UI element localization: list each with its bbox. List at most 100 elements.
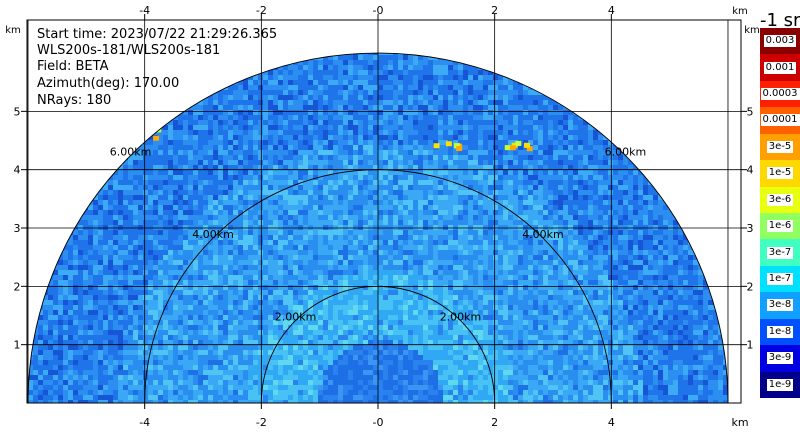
field-pixel bbox=[553, 105, 559, 111]
field-pixel bbox=[483, 165, 489, 171]
field-pixel bbox=[213, 210, 219, 216]
field-pixel bbox=[193, 170, 199, 176]
field-pixel bbox=[373, 205, 379, 211]
field-pixel bbox=[638, 235, 644, 241]
field-pixel bbox=[313, 255, 319, 261]
field-pixel bbox=[333, 285, 339, 291]
field-pixel bbox=[428, 215, 434, 221]
field-pixel bbox=[428, 275, 434, 281]
field-pixel bbox=[373, 200, 379, 206]
field-pixel bbox=[608, 145, 614, 151]
field-pixel bbox=[153, 250, 159, 256]
field-pixel bbox=[488, 230, 494, 236]
field-pixel bbox=[178, 280, 184, 286]
field-pixel bbox=[378, 53, 384, 56]
field-pixel bbox=[288, 190, 294, 196]
field-pixel bbox=[383, 165, 389, 171]
field-pixel bbox=[348, 220, 354, 226]
field-pixel bbox=[283, 285, 289, 291]
field-pixel bbox=[553, 100, 559, 106]
field-pixel bbox=[373, 110, 379, 116]
field-pixel bbox=[453, 200, 459, 206]
field-pixel bbox=[658, 230, 664, 236]
field-pixel bbox=[628, 255, 634, 261]
field-pixel bbox=[493, 95, 499, 101]
field-pixel bbox=[643, 270, 649, 276]
field-pixel bbox=[228, 240, 234, 246]
field-pixel bbox=[278, 160, 284, 166]
field-pixel bbox=[528, 255, 534, 261]
field-pixel bbox=[143, 145, 149, 151]
field-pixel bbox=[278, 105, 284, 111]
field-pixel bbox=[473, 245, 479, 251]
field-pixel bbox=[358, 180, 364, 186]
field-pixel bbox=[358, 230, 364, 236]
field-pixel bbox=[223, 145, 229, 151]
field-pixel bbox=[388, 65, 394, 71]
field-pixel bbox=[553, 135, 559, 141]
field-pixel bbox=[448, 75, 454, 81]
field-pixel bbox=[98, 255, 104, 261]
field-pixel bbox=[338, 55, 344, 61]
field-pixel bbox=[103, 285, 109, 291]
field-pixel bbox=[388, 160, 394, 166]
field-pixel bbox=[628, 260, 634, 266]
field-pixel bbox=[553, 275, 559, 281]
field-pixel bbox=[293, 105, 299, 111]
field-pixel bbox=[248, 135, 254, 141]
field-pixel bbox=[278, 80, 284, 86]
field-pixel bbox=[558, 285, 564, 291]
field-pixel bbox=[408, 220, 414, 226]
field-pixel bbox=[468, 195, 474, 201]
field-pixel bbox=[688, 280, 694, 286]
field-pixel bbox=[418, 280, 424, 286]
field-pixel bbox=[538, 135, 544, 141]
field-pixel bbox=[333, 95, 339, 101]
field-pixel bbox=[98, 235, 104, 241]
field-pixel bbox=[183, 270, 189, 276]
field-pixel bbox=[513, 220, 519, 226]
field-pixel bbox=[323, 70, 329, 76]
field-pixel bbox=[348, 185, 354, 191]
field-pixel bbox=[568, 140, 574, 146]
field-pixel bbox=[163, 205, 169, 211]
field-pixel bbox=[383, 85, 389, 91]
field-pixel bbox=[203, 105, 209, 111]
field-pixel bbox=[563, 165, 569, 171]
field-pixel bbox=[563, 250, 569, 256]
field-pixel bbox=[188, 285, 194, 291]
field-pixel bbox=[623, 265, 629, 271]
field-pixel bbox=[278, 175, 284, 181]
field-pixel bbox=[278, 210, 284, 216]
field-pixel bbox=[558, 215, 564, 221]
field-pixel bbox=[303, 130, 309, 136]
field-pixel bbox=[443, 260, 449, 266]
field-pixel bbox=[353, 245, 359, 251]
field-pixel bbox=[268, 95, 274, 101]
field-pixel bbox=[363, 270, 369, 276]
field-pixel bbox=[273, 100, 279, 106]
field-pixel bbox=[603, 260, 609, 266]
field-pixel bbox=[418, 210, 424, 216]
field-pixel bbox=[248, 105, 254, 111]
field-pixel bbox=[463, 160, 469, 166]
field-pixel bbox=[358, 60, 364, 66]
field-pixel bbox=[533, 200, 539, 206]
field-pixel bbox=[183, 245, 189, 251]
field-pixel bbox=[323, 240, 329, 246]
field-pixel bbox=[318, 190, 324, 196]
field-pixel bbox=[503, 250, 509, 256]
field-pixel bbox=[213, 235, 219, 241]
field-pixel bbox=[238, 295, 244, 301]
field-pixel bbox=[253, 260, 259, 266]
field-pixel bbox=[543, 185, 549, 191]
field-pixel bbox=[553, 185, 559, 191]
field-pixel bbox=[608, 155, 614, 161]
field-pixel bbox=[348, 275, 354, 281]
field-pixel bbox=[568, 155, 574, 161]
field-pixel bbox=[333, 220, 339, 226]
field-pixel bbox=[468, 245, 474, 251]
field-pixel bbox=[478, 70, 484, 76]
field-pixel bbox=[158, 295, 164, 301]
field-pixel bbox=[143, 175, 149, 181]
